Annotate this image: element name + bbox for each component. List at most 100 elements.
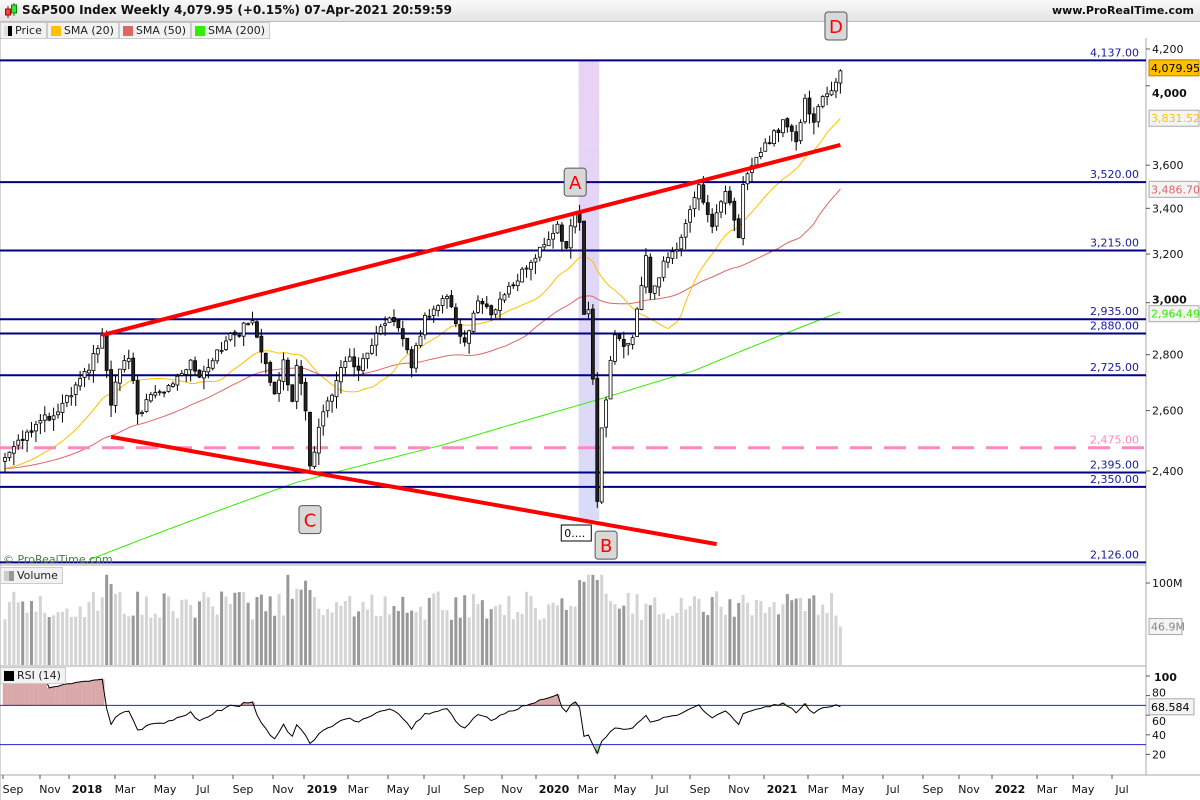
chart-title: S&P500 Index Weekly 4,079.95 (+0.15%) 07… <box>22 3 452 17</box>
candle-up <box>568 225 573 249</box>
legend-sma50[interactable]: SMA (50) <box>118 22 191 39</box>
level-label: 2,935.00 <box>1090 305 1139 318</box>
candle-down <box>710 213 715 227</box>
volume-bar <box>52 615 56 665</box>
last-value-box-sma50 <box>1148 180 1200 198</box>
candle-down <box>272 381 277 395</box>
candle-up <box>626 342 631 346</box>
candle-down <box>511 284 516 287</box>
candle-up <box>224 340 228 350</box>
volume-bar <box>43 612 47 665</box>
volume-bar <box>586 574 590 665</box>
candle-down <box>462 337 467 343</box>
candle-up <box>520 268 525 283</box>
site-link[interactable]: www.ProRealTime.com <box>1051 4 1194 17</box>
candle-up <box>471 312 476 332</box>
volume-bar <box>246 602 250 665</box>
volume-bar <box>799 597 803 665</box>
candle-up <box>666 257 670 263</box>
candle-down <box>789 125 794 132</box>
candle-up <box>91 353 96 372</box>
volume-bar <box>688 606 692 665</box>
candle-up <box>781 119 785 134</box>
legend-sma200[interactable]: SMA (200) <box>191 22 271 39</box>
volume-bar <box>339 605 343 665</box>
volume-bar <box>790 600 794 665</box>
candle-up <box>42 414 47 421</box>
volume-bars <box>3 574 842 665</box>
candle-up <box>365 352 370 360</box>
volume-bar <box>648 605 652 665</box>
volume-bar <box>821 604 825 665</box>
volume-bar <box>237 592 241 665</box>
candle-up <box>834 81 838 92</box>
candle-down <box>290 384 295 402</box>
legend-sma20[interactable]: SMA (20) <box>46 22 119 39</box>
candle-up <box>330 394 334 402</box>
legend-label: SMA (20) <box>63 24 114 37</box>
last-value-price: 4,079.95 <box>1151 62 1200 75</box>
annotation-label: B <box>600 536 612 557</box>
annotation-box <box>594 530 618 560</box>
volume-bar <box>511 619 515 665</box>
rsi-tick-label: 60 <box>1152 715 1166 728</box>
volume-bar <box>533 607 537 665</box>
volume-bar <box>105 574 109 665</box>
level-label: 2,880.00 <box>1090 319 1139 332</box>
x-tick-label: Nov <box>958 783 980 796</box>
volume-bar <box>794 598 798 665</box>
volume-bar <box>348 595 352 665</box>
rsi-panel-label[interactable]: RSI (14) <box>0 667 66 684</box>
volume-bar <box>281 615 285 665</box>
y-tick-label: 2,600 <box>1152 405 1184 418</box>
volume-bar <box>388 614 392 665</box>
small-label: 0.... <box>564 527 585 540</box>
volume-bar <box>750 615 754 665</box>
candle-up <box>692 197 697 210</box>
candle-down <box>458 324 463 337</box>
candle-up <box>210 360 215 369</box>
rsi-label: RSI (14) <box>17 669 61 682</box>
candle-up <box>546 239 551 247</box>
volume-bar <box>69 616 73 665</box>
candle-down <box>303 382 308 412</box>
volume-bar <box>259 594 263 665</box>
legend-price[interactable]: Price <box>0 22 47 39</box>
candle-up <box>758 152 763 157</box>
candle-up <box>798 122 803 142</box>
volume-bar <box>361 601 365 665</box>
candle-up <box>219 349 224 352</box>
volume-bar <box>666 618 670 665</box>
volume-panel-label[interactable]: Volume <box>0 567 63 584</box>
volume-bar <box>715 591 719 665</box>
candle-up <box>144 399 149 412</box>
candle-down <box>560 224 564 242</box>
candle-down <box>621 338 626 347</box>
volume-bar <box>498 604 502 665</box>
x-tick-label: Nov <box>39 783 61 796</box>
volume-bar <box>427 597 431 665</box>
x-tick-label: Mar <box>578 783 599 796</box>
volume-bar <box>746 602 750 665</box>
candle-up <box>688 209 692 223</box>
legend-label: Price <box>15 24 42 37</box>
volume-bar <box>741 594 745 665</box>
volume-bar <box>494 606 498 665</box>
annotation-label: C <box>304 511 317 532</box>
candle-up <box>95 348 100 355</box>
candle-down <box>595 377 600 502</box>
volume-bar <box>87 601 91 665</box>
volume-bar <box>251 619 255 665</box>
candle-down <box>131 357 136 381</box>
candle-up <box>171 383 175 387</box>
volume-swatch-icon <box>4 570 14 581</box>
candle-up <box>113 381 118 406</box>
candle-up <box>551 232 555 240</box>
rsi-tick-label: 20 <box>1152 748 1166 761</box>
volume-bar <box>520 613 524 665</box>
candle-down <box>285 359 290 386</box>
volume-bar <box>609 601 613 665</box>
volume-bar <box>286 574 290 665</box>
volume-bar <box>785 594 789 665</box>
